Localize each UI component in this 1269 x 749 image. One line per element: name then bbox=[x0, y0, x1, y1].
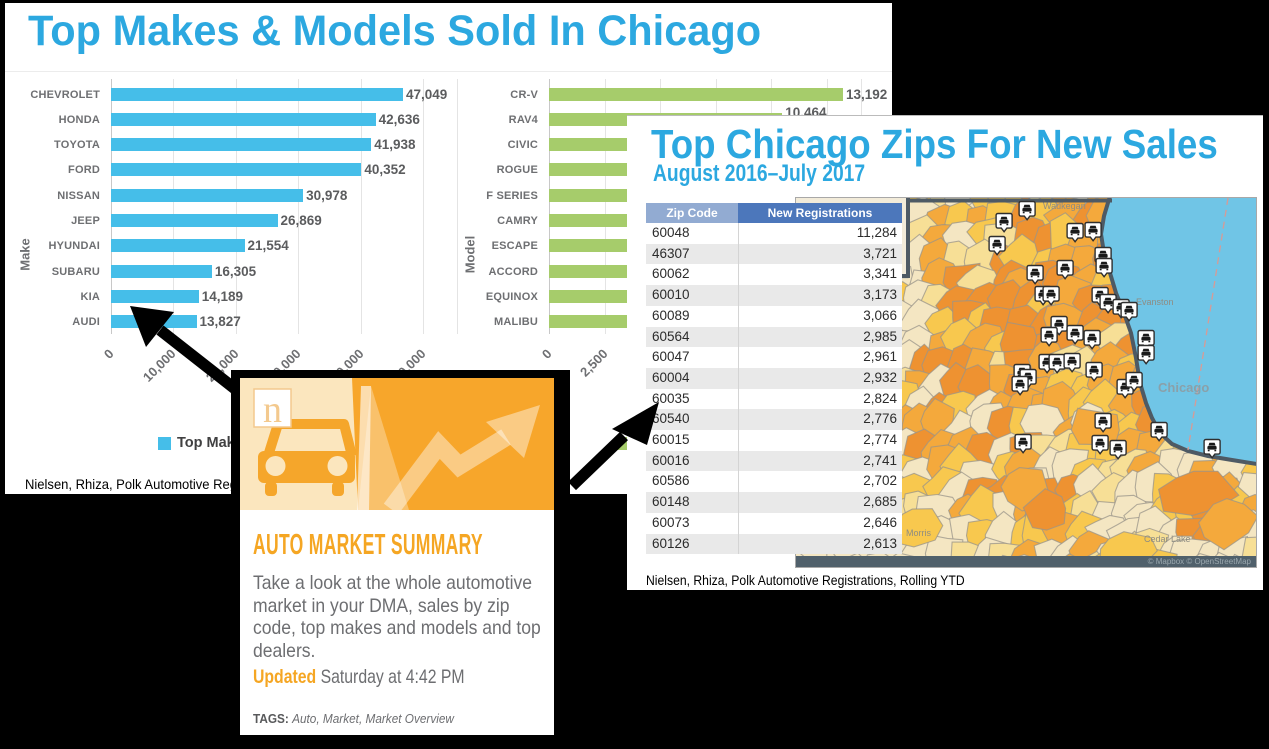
svg-text:Cedar Lake: Cedar Lake bbox=[1144, 534, 1191, 544]
svg-text:© Mapbox © OpenStreetMap: © Mapbox © OpenStreetMap bbox=[1148, 557, 1252, 566]
svg-text:Waukegan: Waukegan bbox=[1043, 201, 1086, 211]
svg-text:Chicago: Chicago bbox=[1158, 380, 1209, 395]
svg-text:Morris: Morris bbox=[906, 528, 931, 538]
svg-text:Evanston: Evanston bbox=[1136, 297, 1174, 307]
svg-text:n: n bbox=[263, 389, 282, 431]
